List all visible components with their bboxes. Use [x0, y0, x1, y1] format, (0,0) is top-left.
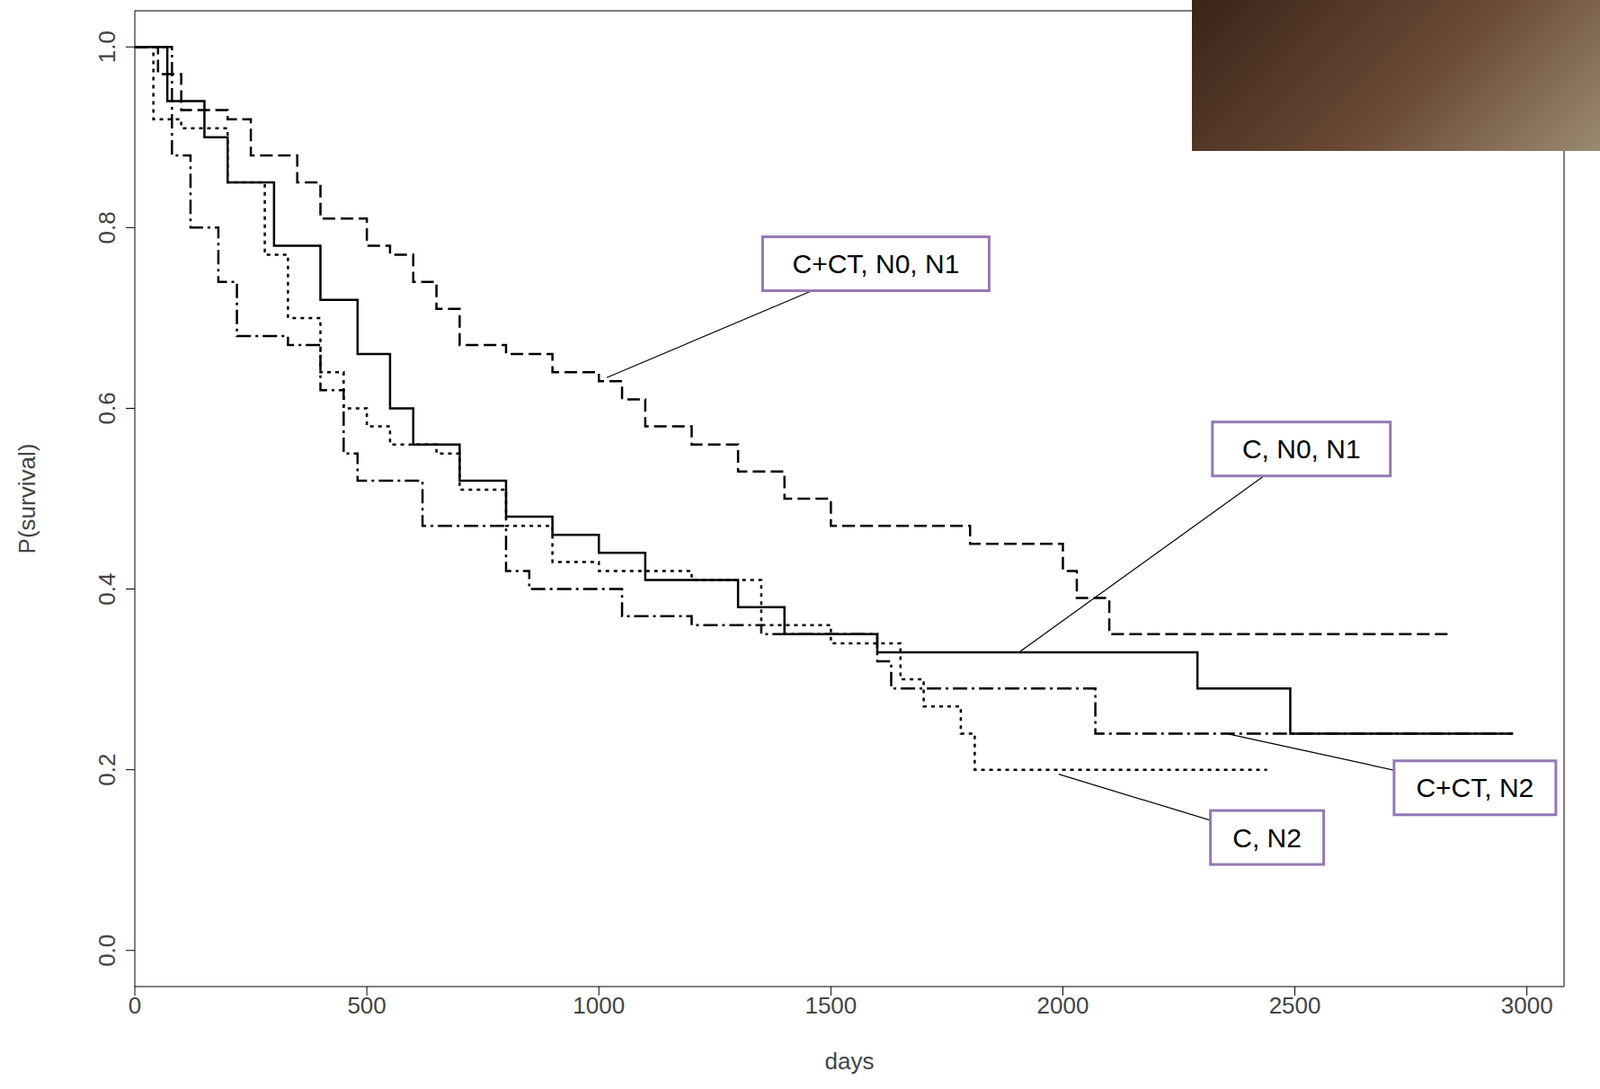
svg-text:2000: 2000 — [1037, 992, 1090, 1020]
svg-text:0.0: 0.0 — [93, 934, 121, 968]
svg-text:C+CT, N2: C+CT, N2 — [1415, 773, 1534, 803]
svg-text:0.8: 0.8 — [93, 211, 121, 244]
svg-text:C+CT, N0, N1: C+CT, N0, N1 — [791, 248, 960, 279]
svg-text:P(survival): P(survival) — [13, 444, 41, 555]
svg-text:2500: 2500 — [1269, 992, 1322, 1020]
svg-text:0.4: 0.4 — [93, 572, 121, 605]
svg-text:0: 0 — [128, 992, 142, 1020]
svg-text:1500: 1500 — [804, 992, 857, 1020]
svg-text:C, N2: C, N2 — [1232, 823, 1302, 854]
svg-text:1.0: 1.0 — [93, 30, 121, 63]
svg-text:0.2: 0.2 — [93, 754, 121, 787]
svg-text:500: 500 — [346, 992, 386, 1020]
svg-text:0.6: 0.6 — [93, 391, 121, 425]
svg-text:3000: 3000 — [1501, 992, 1554, 1020]
svg-text:C, N0, N1: C, N0, N1 — [1242, 434, 1361, 464]
svg-text:days: days — [825, 1048, 875, 1076]
svg-text:1000: 1000 — [572, 992, 625, 1020]
